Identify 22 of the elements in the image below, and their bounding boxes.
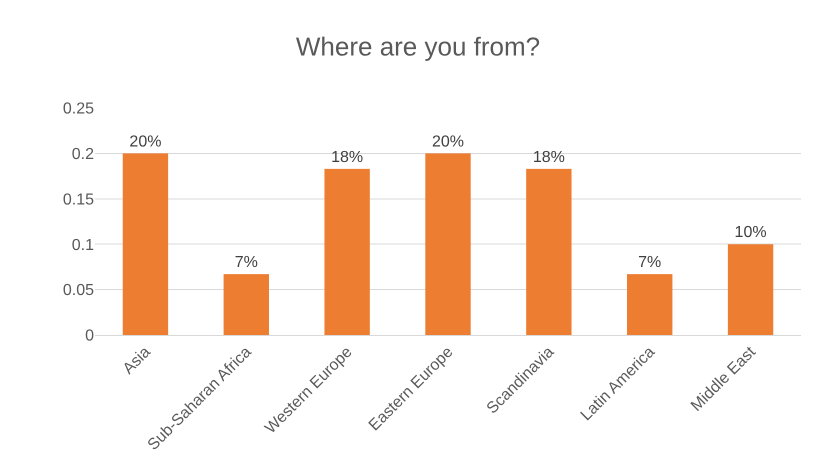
data-label: 18% (532, 148, 565, 166)
y-tick-label: 0.15 (62, 191, 94, 208)
x-tick-label: Asia (120, 344, 154, 378)
bar (526, 168, 572, 335)
chart-title: Where are you from? (296, 32, 540, 62)
data-label: 7% (234, 254, 258, 272)
bar (425, 153, 471, 335)
bar (324, 168, 370, 335)
data-label: 7% (638, 254, 662, 272)
bar (122, 153, 168, 335)
data-label: 18% (331, 148, 364, 166)
y-tick-label: 0.25 (62, 100, 94, 118)
y-tick-label: 0 (85, 328, 94, 345)
y-tick-label: 0.1 (72, 236, 94, 254)
data-label: 10% (734, 224, 767, 242)
bar (728, 244, 774, 335)
bar (224, 274, 269, 335)
data-label: 20% (129, 133, 162, 150)
y-tick-label: 0.05 (62, 282, 94, 300)
y-tick-label: 0.2 (72, 146, 94, 163)
bar (627, 274, 672, 335)
data-label: 20% (432, 133, 464, 150)
